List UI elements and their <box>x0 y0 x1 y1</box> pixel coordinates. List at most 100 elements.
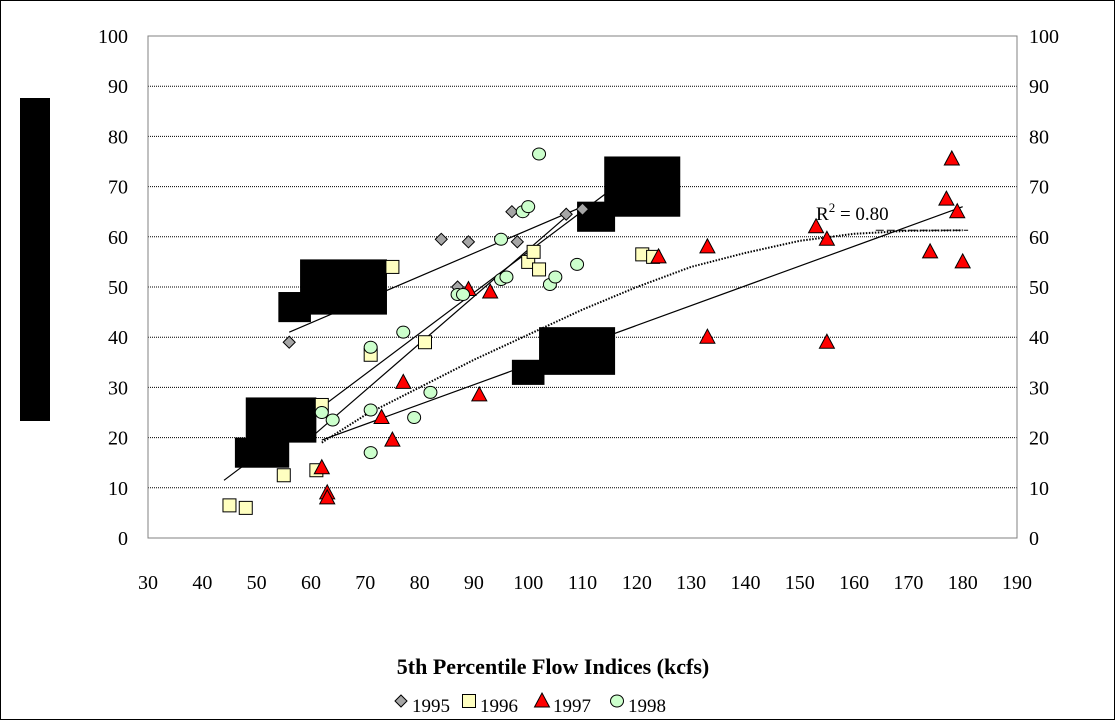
legend: 1995 1996 1997 1998 <box>394 691 666 717</box>
redaction-box <box>604 156 681 217</box>
point-1995 <box>282 335 296 349</box>
point-1998 <box>494 232 509 246</box>
legend-marker-1995 <box>394 694 408 708</box>
point-1997 <box>318 488 336 505</box>
point-1997 <box>807 217 825 234</box>
y-tick-label-right: 90 <box>1029 76 1049 98</box>
legend-label-1998: 1998 <box>628 696 666 717</box>
legend-marker-1997 <box>533 691 551 708</box>
x-tick-label: 170 <box>893 572 923 594</box>
point-1997 <box>943 149 961 166</box>
point-1996 <box>222 498 237 513</box>
y-tick-label-left: 40 <box>108 327 128 349</box>
x-tick-label: 60 <box>301 572 321 594</box>
point-1998 <box>570 257 585 271</box>
point-1996 <box>385 259 400 274</box>
r-squared-annotation: R2 = 0.80 <box>816 200 889 225</box>
point-1998 <box>407 411 422 425</box>
x-axis: 30 40 50 60 70 80 90 100 110 120 130 140 150 160 170 18… <box>138 572 1032 594</box>
point-1996 <box>276 468 291 483</box>
y-tick-label-right: 100 <box>1029 26 1059 48</box>
point-1997 <box>954 252 972 269</box>
point-1998 <box>423 385 438 399</box>
x-tick-label: 100 <box>513 572 543 594</box>
point-1998 <box>548 270 563 284</box>
trendline-1997 <box>321 206 963 441</box>
x-tick-label: 50 <box>247 572 267 594</box>
y-tick-label-left: 10 <box>108 478 128 500</box>
y-tick-label-right: 50 <box>1029 277 1049 299</box>
y-tick-label-right: 40 <box>1029 327 1049 349</box>
x-tick-label: 90 <box>464 572 484 594</box>
point-1997 <box>938 190 955 206</box>
plot-border <box>147 35 1018 539</box>
legend-marker-1996 <box>462 694 476 708</box>
point-1997 <box>699 328 716 344</box>
point-1997 <box>650 247 667 264</box>
point-1997 <box>384 431 401 447</box>
legend-label-1995: 1995 <box>412 696 450 717</box>
point-1995 <box>559 207 573 221</box>
x-tick-label: 190 <box>1002 572 1032 594</box>
data-points <box>222 147 972 515</box>
redaction-box <box>539 327 616 375</box>
y-tick-label-left: 60 <box>108 227 128 249</box>
x-tick-label: 130 <box>676 572 706 594</box>
y-tick-label-right: 10 <box>1029 478 1049 500</box>
point-1995 <box>434 232 448 247</box>
y-tick-label-right: 20 <box>1029 428 1049 450</box>
plot-area <box>147 35 1018 539</box>
x-tick-label: 140 <box>730 572 760 594</box>
point-1997 <box>470 385 488 402</box>
point-1997 <box>948 202 966 219</box>
y-tick-label-right: 70 <box>1029 177 1049 199</box>
point-1998 <box>456 288 471 302</box>
x-tick-label: 80 <box>410 572 430 594</box>
point-1998 <box>521 200 536 214</box>
point-1998 <box>499 270 514 284</box>
y-tick-label-right: 30 <box>1029 377 1049 399</box>
trendline-1996 <box>310 216 567 439</box>
point-1998 <box>314 406 329 419</box>
point-1995 <box>461 235 476 249</box>
y-tick-label-right: 80 <box>1029 126 1049 148</box>
x-tick-label: 40 <box>192 572 212 594</box>
x-tick-label: 70 <box>355 572 375 594</box>
x-axis-label: 5th Percentile Flow Indices (kcfs) <box>397 654 709 679</box>
y-tick-label-right: 0 <box>1029 528 1039 550</box>
redaction-box <box>245 397 317 443</box>
point-1995 <box>505 204 519 219</box>
point-1997 <box>394 373 412 389</box>
redaction-boxes <box>234 156 681 468</box>
point-1997 <box>818 230 836 246</box>
point-1998 <box>532 147 547 161</box>
point-1997 <box>481 282 499 299</box>
point-1998 <box>363 403 378 417</box>
trendline-1998 <box>321 229 963 444</box>
point-1995 <box>510 235 525 249</box>
point-1997 <box>921 242 939 259</box>
point-1996 <box>532 262 547 277</box>
legend-marker-1998 <box>610 694 624 708</box>
point-1997 <box>313 458 331 475</box>
point-1997 <box>373 408 390 425</box>
legend-label-1996: 1996 <box>480 696 518 717</box>
point-1997 <box>818 333 836 349</box>
x-tick-label: 120 <box>622 572 652 594</box>
x-tick-label: 160 <box>839 572 869 594</box>
y-tick-label-left: 100 <box>98 26 128 48</box>
point-1998 <box>396 325 411 339</box>
y-axis-label-redaction <box>20 98 50 421</box>
x-tick-label: 110 <box>568 572 597 594</box>
point-1998 <box>325 413 340 427</box>
gridlines <box>148 85 1017 489</box>
point-1998 <box>363 340 378 354</box>
point-1996 <box>238 500 253 515</box>
y-tick-label-left: 20 <box>108 428 128 450</box>
y-tick-label-right: 60 <box>1029 227 1049 249</box>
x-tick-label: 180 <box>948 572 978 594</box>
redaction-box <box>300 259 387 315</box>
x-tick-label: 150 <box>785 572 815 594</box>
